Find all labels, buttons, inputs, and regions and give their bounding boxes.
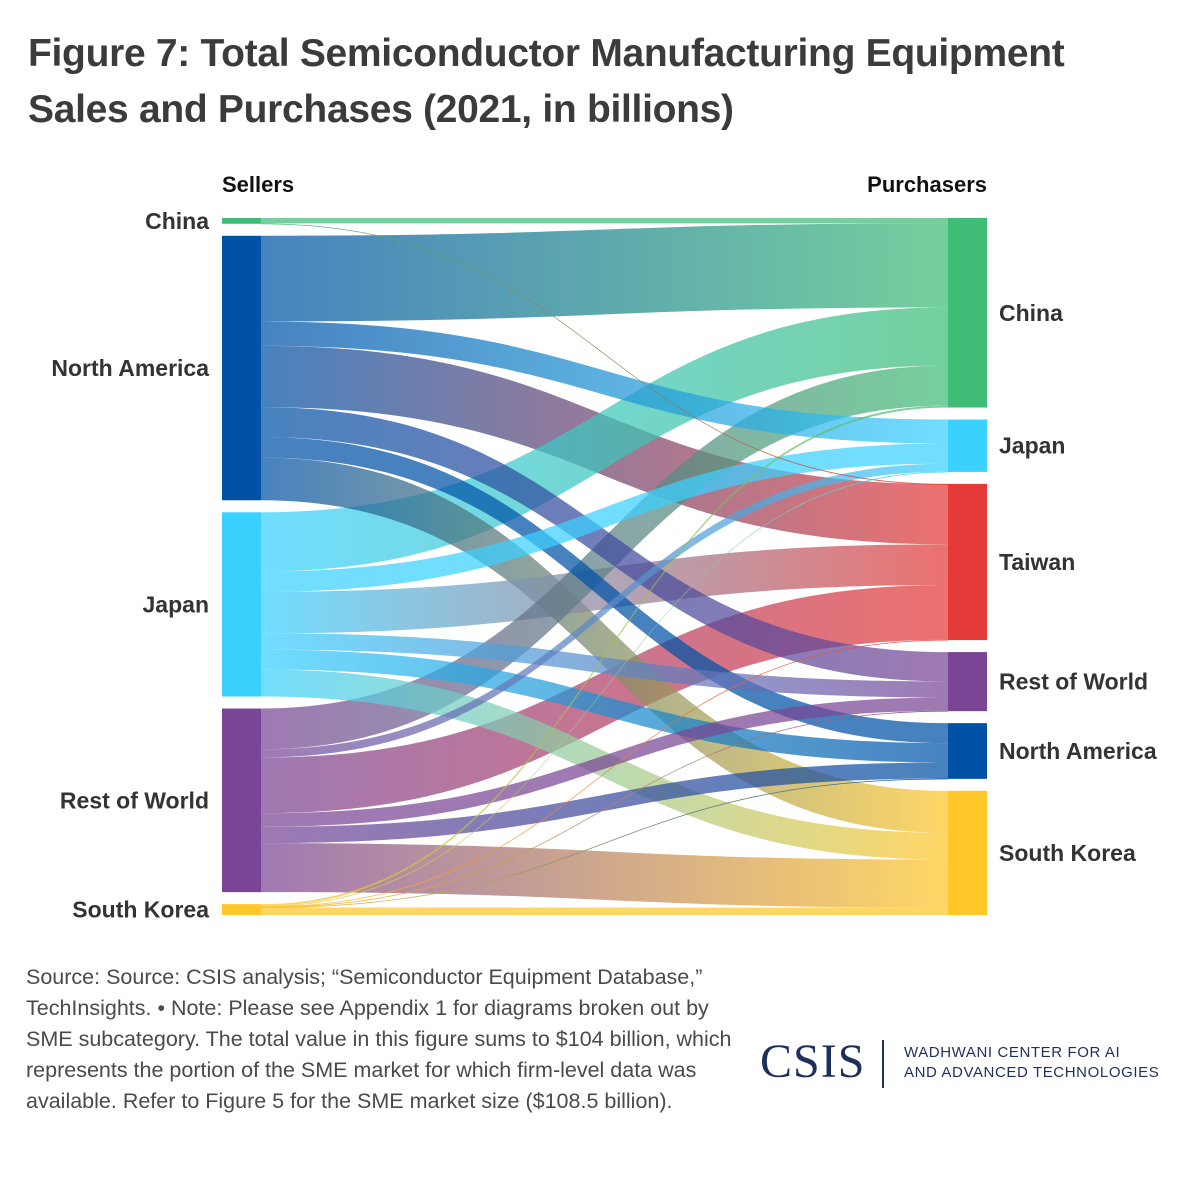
link-japan-to-rest-of-world xyxy=(261,633,948,698)
purchaser-label-rest-of-world: Rest of World xyxy=(999,669,1148,695)
link-south-korea-to-taiwan xyxy=(261,639,948,908)
logo-center-name-line2: AND ADVANCED TECHNOLOGIES xyxy=(904,1064,1160,1081)
link-rest-of-world-to-japan xyxy=(261,463,948,758)
seller-label-rest-of-world: Rest of World xyxy=(60,787,209,813)
seller-label-japan: Japan xyxy=(143,591,209,617)
link-china-to-china xyxy=(261,218,948,224)
csis-wordmark: CSIS xyxy=(760,1035,866,1088)
purchaser-label-china: China xyxy=(999,300,1063,326)
link-japan-to-north-america xyxy=(261,649,948,763)
seller-node-china xyxy=(222,218,261,224)
csis-logo: CSIS WADHWANI CENTER FOR AI AND ADVANCED… xyxy=(760,1030,1180,1100)
link-south-korea-to-south-korea xyxy=(261,907,948,915)
seller-label-south-korea: South Korea xyxy=(72,897,209,923)
link-south-korea-to-north-america xyxy=(261,778,948,908)
link-japan-to-japan xyxy=(261,443,948,592)
purchaser-node-rest-of-world xyxy=(948,652,987,712)
seller-node-south-korea xyxy=(222,904,261,915)
logo-center-name-line1: WADHWANI CENTER FOR AI xyxy=(904,1044,1121,1061)
link-south-korea-to-china xyxy=(261,405,948,907)
link-north-america-to-rest-of-world xyxy=(261,407,948,682)
seller-node-rest-of-world xyxy=(222,708,261,893)
purchaser-node-china xyxy=(948,218,987,408)
sankey-links xyxy=(261,218,948,915)
sankey-labels: China North America Japan Rest of World Sout… xyxy=(51,208,1156,923)
seller-label-china: China xyxy=(145,208,209,234)
link-south-korea-to-japan xyxy=(261,471,948,907)
purchaser-label-japan: Japan xyxy=(999,433,1065,459)
seller-label-north-america: North America xyxy=(51,355,209,381)
purchasers-header: Purchasers xyxy=(867,172,987,197)
purchaser-node-north-america xyxy=(948,723,987,779)
purchaser-label-taiwan: Taiwan xyxy=(999,549,1075,575)
link-north-america-to-japan xyxy=(261,321,948,444)
link-rest-of-world-to-north-america xyxy=(261,762,948,844)
purchaser-label-south-korea: South Korea xyxy=(999,840,1136,866)
purchaser-node-south-korea xyxy=(948,790,987,915)
link-south-korea-to-rest-of-world xyxy=(261,710,948,908)
figure-title: Figure 7: Total Semiconductor Manufactur… xyxy=(28,32,1065,131)
link-north-america-to-south-korea xyxy=(261,457,948,833)
sellers-header: Sellers xyxy=(222,172,294,197)
seller-node-japan xyxy=(222,512,261,697)
sankey-nodes xyxy=(222,218,987,915)
purchaser-label-north-america: North America xyxy=(999,738,1157,764)
purchaser-node-taiwan xyxy=(948,483,987,641)
link-north-america-to-china xyxy=(261,223,948,322)
link-rest-of-world-to-south-korea xyxy=(261,843,948,908)
link-china-to-taiwan xyxy=(261,223,948,485)
seller-node-north-america xyxy=(222,235,261,501)
source-note: Source: Source: CSIS analysis; “Semicond… xyxy=(26,965,732,1113)
link-north-america-to-north-america xyxy=(261,437,948,744)
link-rest-of-world-to-rest-of-world xyxy=(261,697,948,827)
purchaser-node-japan xyxy=(948,419,987,472)
logo-divider xyxy=(882,1040,884,1088)
